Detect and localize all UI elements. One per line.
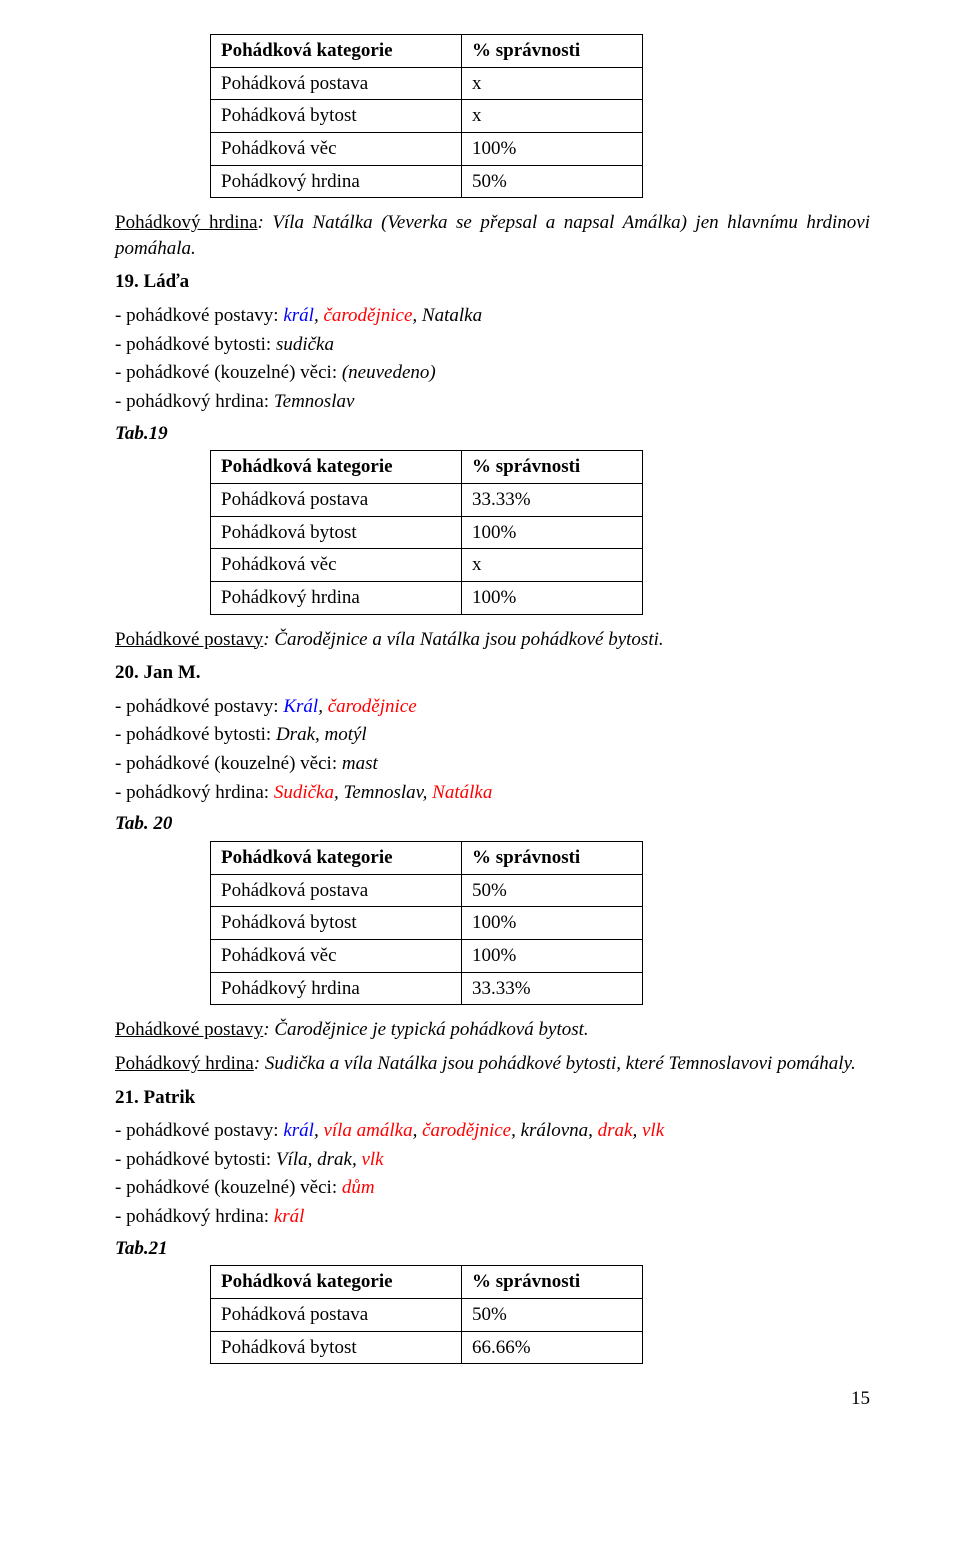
paragraph: Pohádkový hrdina: Víla Natálka (Veverka …: [115, 210, 870, 261]
td: Pohádkový hrdina: [211, 972, 462, 1005]
list-item: - pohádkové bytosti: sudička: [115, 332, 870, 358]
table-row: Pohádková kategorie% správnosti: [211, 451, 643, 484]
list-item: - pohádkové (kouzelné) věci: (neuvedeno): [115, 360, 870, 386]
table-row: Pohádkový hrdina50%: [211, 165, 643, 198]
table-row: Pohádková věcx: [211, 549, 643, 582]
label: Pohádkové postavy: [115, 629, 263, 650]
list-item: - pohádkové (kouzelné) věci: dům: [115, 1175, 870, 1201]
td: 100%: [462, 581, 643, 614]
label: Pohádkový hrdina: [115, 1053, 254, 1074]
text: : Sudička a víla Natálka jsou pohádkové …: [254, 1053, 856, 1074]
table-row: Pohádková bytost66.66%: [211, 1331, 643, 1364]
td: 100%: [462, 132, 643, 165]
td: Pohádková postava: [211, 483, 462, 516]
tab-label-21: Tab.21: [115, 1236, 870, 1262]
td: Pohádková věc: [211, 939, 462, 972]
table-2: Pohádková kategorie% správnosti Pohádkov…: [210, 450, 643, 614]
page-number: 15: [115, 1386, 870, 1412]
label: Pohádkové postavy: [115, 1019, 263, 1040]
table-row: Pohádková věc100%: [211, 939, 643, 972]
list-item: - pohádkový hrdina: král: [115, 1204, 870, 1230]
td: 100%: [462, 939, 643, 972]
td: 100%: [462, 516, 643, 549]
td: Pohádková věc: [211, 549, 462, 582]
td: Pohádková bytost: [211, 516, 462, 549]
table-row: Pohádková věc100%: [211, 132, 643, 165]
table-row: Pohádková kategorie% správnosti: [211, 842, 643, 875]
td: Pohádková věc: [211, 132, 462, 165]
tab-label-19: Tab.19: [115, 421, 870, 447]
th: % správnosti: [462, 842, 643, 875]
td: Pohádkový hrdina: [211, 581, 462, 614]
th: Pohádková kategorie: [211, 1266, 462, 1299]
td: Pohádková postava: [211, 874, 462, 907]
label: Pohádkový hrdina: [115, 212, 258, 233]
table-3: Pohádková kategorie% správnosti Pohádkov…: [210, 841, 643, 1005]
paragraph: Pohádkové postavy: Čarodějnice a víla Na…: [115, 627, 870, 653]
td: Pohádková postava: [211, 67, 462, 100]
td: 33.33%: [462, 483, 643, 516]
list-19: - pohádkové postavy: král, čarodějnice, …: [115, 303, 870, 415]
th: Pohádková kategorie: [211, 451, 462, 484]
table-row: Pohádkový hrdina100%: [211, 581, 643, 614]
th: Pohádková kategorie: [211, 842, 462, 875]
table-4: Pohádková kategorie% správnosti Pohádkov…: [210, 1265, 643, 1364]
td: Pohádková bytost: [211, 907, 462, 940]
td: Pohádková bytost: [211, 100, 462, 133]
list-item: - pohádkové bytosti: Drak, motýl: [115, 722, 870, 748]
table-row: Pohádková postavax: [211, 67, 643, 100]
th: % správnosti: [462, 35, 643, 68]
table-1: Pohádková kategorie% správnosti Pohádkov…: [210, 34, 643, 198]
td: x: [462, 100, 643, 133]
td: x: [462, 67, 643, 100]
td: Pohádková postava: [211, 1298, 462, 1331]
paragraph: Pohádkový hrdina: Sudička a víla Natálka…: [115, 1051, 870, 1077]
section-heading-21: 21. Patrik: [115, 1085, 870, 1111]
list-item: - pohádkový hrdina: Sudička, Temnoslav, …: [115, 780, 870, 806]
list-20: - pohádkové postavy: Král, čarodějnice -…: [115, 694, 870, 806]
table-row: Pohádková kategorie% správnosti: [211, 35, 643, 68]
th: Pohádková kategorie: [211, 35, 462, 68]
section-heading-20: 20. Jan M.: [115, 660, 870, 686]
td: 50%: [462, 165, 643, 198]
table-row: Pohádková kategorie% správnosti: [211, 1266, 643, 1299]
table-row: Pohádková postava50%: [211, 874, 643, 907]
td: 33.33%: [462, 972, 643, 1005]
th: % správnosti: [462, 1266, 643, 1299]
paragraph: Pohádkové postavy: Čarodějnice je typick…: [115, 1017, 870, 1043]
list-item: - pohádkové postavy: Král, čarodějnice: [115, 694, 870, 720]
th: % správnosti: [462, 451, 643, 484]
table-row: Pohádková postava50%: [211, 1298, 643, 1331]
list-21: - pohádkové postavy: král, víla amálka, …: [115, 1118, 870, 1230]
list-item: - pohádkové postavy: král, víla amálka, …: [115, 1118, 870, 1144]
td: 66.66%: [462, 1331, 643, 1364]
td: 50%: [462, 874, 643, 907]
td: x: [462, 549, 643, 582]
table-row: Pohádkový hrdina33.33%: [211, 972, 643, 1005]
text: : Čarodějnice a víla Natálka jsou pohádk…: [263, 629, 663, 650]
table-row: Pohádková postava33.33%: [211, 483, 643, 516]
text: : Čarodějnice je typická pohádková bytos…: [263, 1019, 588, 1040]
list-item: - pohádkové (kouzelné) věci: mast: [115, 751, 870, 777]
list-item: - pohádkové postavy: král, čarodějnice, …: [115, 303, 870, 329]
tab-label-20: Tab. 20: [115, 811, 870, 837]
section-heading-19: 19. Láďa: [115, 269, 870, 295]
list-item: - pohádkový hrdina: Temnoslav: [115, 389, 870, 415]
document-page: Pohádková kategorie% správnosti Pohádkov…: [0, 0, 960, 1452]
table-row: Pohádková bytost100%: [211, 907, 643, 940]
table-row: Pohádková bytostx: [211, 100, 643, 133]
td: 100%: [462, 907, 643, 940]
td: Pohádková bytost: [211, 1331, 462, 1364]
td: Pohádkový hrdina: [211, 165, 462, 198]
table-row: Pohádková bytost100%: [211, 516, 643, 549]
list-item: - pohádkové bytosti: Víla, drak, vlk: [115, 1147, 870, 1173]
td: 50%: [462, 1298, 643, 1331]
